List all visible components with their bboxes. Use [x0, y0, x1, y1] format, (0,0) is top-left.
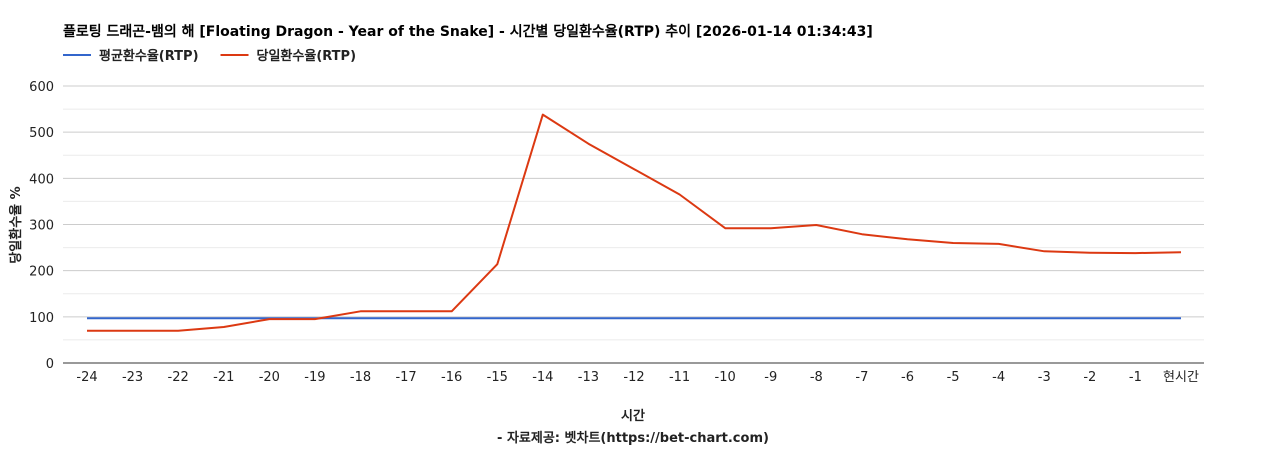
x-tick-label: -17 [395, 370, 416, 385]
y-tick-label: 200 [29, 265, 54, 280]
chart-gridlines [63, 85, 1204, 341]
y-tick-label: 600 [29, 80, 54, 95]
y-tick-label: 100 [29, 311, 54, 326]
chart-legend: 평균환수율(RTP) 당일환수율(RTP) [63, 48, 356, 64]
x-tick-label: -7 [855, 370, 868, 385]
x-tick-label: -6 [901, 370, 914, 385]
x-tick-label: -8 [810, 370, 823, 385]
y-axis-label: 당일환수율 % [8, 186, 24, 263]
x-tick-label: 현시간 [1163, 370, 1199, 385]
x-tick-label: -24 [76, 370, 97, 385]
y-tick-label: 400 [29, 172, 54, 187]
x-tick-label: -14 [532, 370, 553, 385]
legend-label-2: 당일환수율(RTP) [257, 48, 357, 64]
series-line-2 [87, 113, 1182, 332]
x-tick-label: -20 [259, 370, 280, 385]
x-tick-label: -2 [1083, 370, 1096, 385]
x-tick-label: -18 [350, 370, 371, 385]
chart-title: 플로팅 드래곤-뱀의 해 [Floating Dragon - Year of … [63, 23, 873, 40]
x-tick-label: -11 [669, 370, 690, 385]
legend-label-1: 평균환수율(RTP) [99, 48, 199, 64]
x-tick-label: -19 [304, 370, 325, 385]
x-tick-label: -13 [578, 370, 599, 385]
x-tick-label: -23 [122, 370, 143, 385]
y-tick-label: 300 [29, 219, 54, 234]
x-tick-label: -3 [1038, 370, 1051, 385]
x-tick-label: -5 [947, 370, 960, 385]
x-tick-label: -1 [1129, 370, 1142, 385]
x-tick-label: -21 [213, 370, 234, 385]
x-tick-label: -9 [764, 370, 777, 385]
x-tick-label: -4 [992, 370, 1005, 385]
x-tick-label: -22 [168, 370, 189, 385]
x-tick-label: -16 [441, 370, 462, 385]
y-tick-label: 500 [29, 126, 54, 141]
y-axis-ticks: 0 100 200 300 400 500 600 [29, 80, 54, 372]
x-axis-label: 시간 [621, 408, 645, 424]
y-tick-label: 0 [46, 357, 54, 372]
data-source-credit: - 자료제공: 벳차트(https://bet-chart.com) [497, 430, 769, 446]
chart-series [87, 113, 1182, 332]
x-tick-label: -10 [715, 370, 736, 385]
x-axis-ticks: -24 -23 -22 -21 -20 -19 -18 -17 -16 -15 -14 -13 -12 -… [76, 370, 1199, 385]
x-tick-label: -15 [487, 370, 508, 385]
x-tick-label: -12 [623, 370, 644, 385]
